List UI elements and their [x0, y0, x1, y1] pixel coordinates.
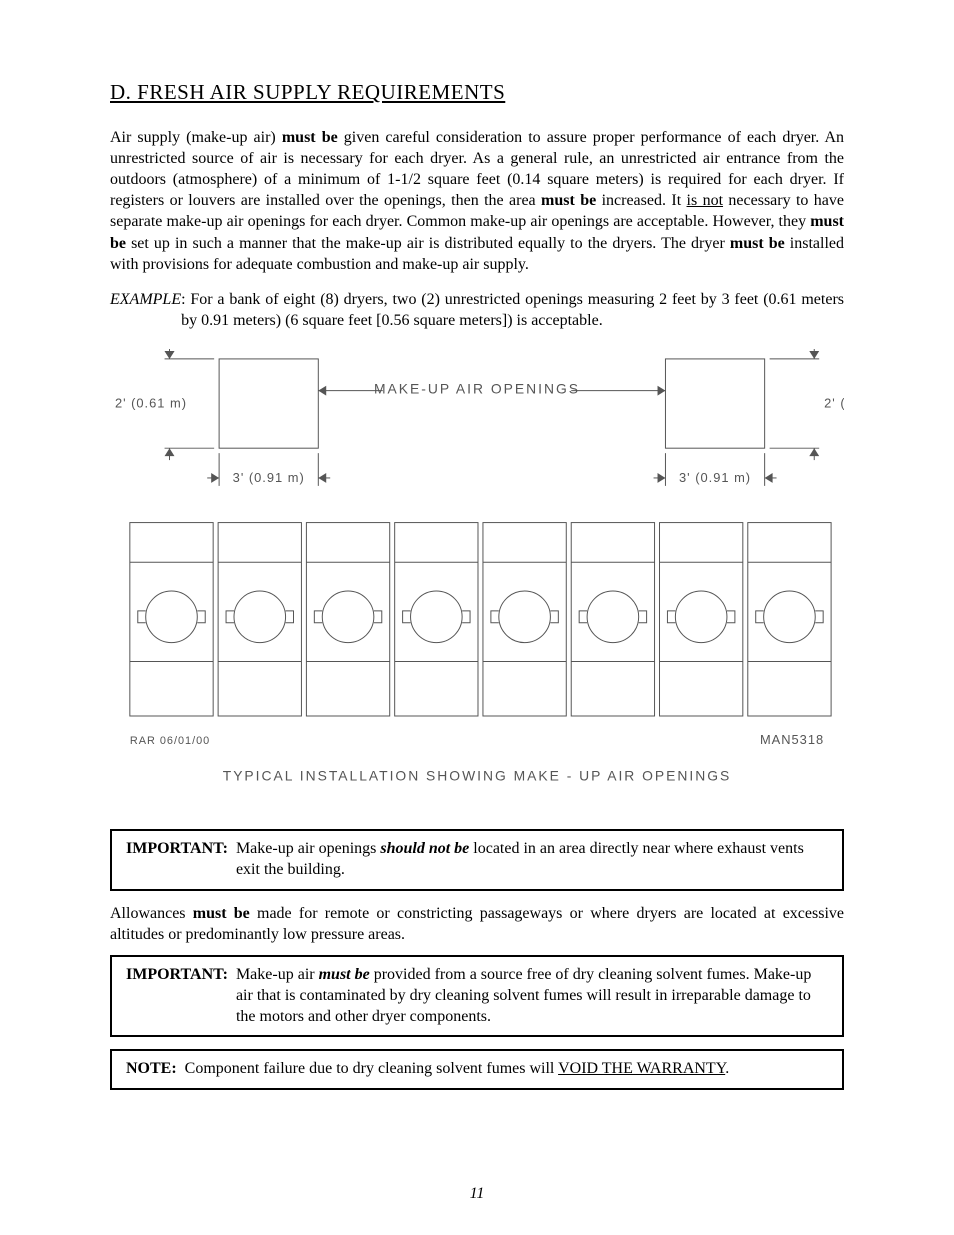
example-text: : For a bank of eight (8) dryers, two (2… [181, 289, 844, 331]
example-block: EXAMPLE : For a bank of eight (8) dryers… [110, 289, 844, 331]
text-run: Make-up air openings [236, 840, 380, 857]
important-label: IMPORTANT: [126, 839, 236, 881]
text-run-bold-italic: must be [319, 966, 370, 983]
text-run-bold-italic: should not be [380, 840, 469, 857]
installation-diagram: MAKE-UP AIR OPENINGS 2' (0.61 m) 2' (0.61 … [110, 349, 844, 805]
paragraph-1: Air supply (make-up air) must be given c… [110, 127, 844, 275]
document-page: D. FRESH AIR SUPPLY REQUIREMENTS Air sup… [0, 0, 954, 1235]
text-run-underline: VOID THE WARRANTY [558, 1060, 725, 1077]
text-run-underline: is not [687, 192, 724, 209]
text-run: Component failure due to dry cleaning so… [185, 1060, 558, 1077]
svg-text:TYPICAL INSTALLATION SHOWING M: TYPICAL INSTALLATION SHOWING MAKE - UP A… [223, 767, 732, 783]
text-run: . [725, 1060, 729, 1077]
important-box-1: IMPORTANT: Make-up air openings should n… [110, 829, 844, 891]
text-run-bold: must be [193, 905, 250, 922]
text-run: Allowances [110, 905, 193, 922]
important-label: IMPORTANT: [126, 965, 236, 1027]
svg-text:3' (0.91 m): 3' (0.91 m) [679, 470, 751, 485]
svg-text:MAN5318: MAN5318 [760, 732, 824, 747]
text-run: increased. It [596, 192, 686, 209]
svg-text:RAR 06/01/00: RAR 06/01/00 [130, 735, 210, 747]
important-box-2: IMPORTANT: Make-up air must be provided … [110, 955, 844, 1037]
svg-text:MAKE-UP AIR OPENINGS: MAKE-UP AIR OPENINGS [374, 381, 580, 397]
text-run-bold: must be [730, 235, 785, 252]
note-label: NOTE: [126, 1059, 185, 1080]
page-number: 11 [0, 1185, 954, 1203]
paragraph-2: Allowances must be made for remote or co… [110, 903, 844, 945]
text-run: Air supply (make-up air) [110, 129, 282, 146]
svg-text:2' (0.61 m): 2' (0.61 m) [115, 396, 187, 411]
text-run: set up in such a manner that the make-up… [126, 235, 730, 252]
svg-text:3' (0.91 m): 3' (0.91 m) [233, 470, 305, 485]
text-run-bold: must be [541, 192, 596, 209]
note-box: NOTE: Component failure due to dry clean… [110, 1049, 844, 1090]
section-heading: D. FRESH AIR SUPPLY REQUIREMENTS [110, 80, 844, 105]
important-1-text: Make-up air openings should not be locat… [236, 839, 828, 881]
svg-text:2' (0.61 m): 2' (0.61 m) [824, 396, 844, 411]
note-text: Component failure due to dry cleaning so… [185, 1059, 828, 1080]
example-label: EXAMPLE [110, 291, 181, 308]
text-run-bold: must be [282, 129, 338, 146]
diagram-svg: MAKE-UP AIR OPENINGS 2' (0.61 m) 2' (0.61 … [110, 349, 844, 805]
text-run: Make-up air [236, 966, 319, 983]
important-2-text: Make-up air must be provided from a sour… [236, 965, 828, 1027]
